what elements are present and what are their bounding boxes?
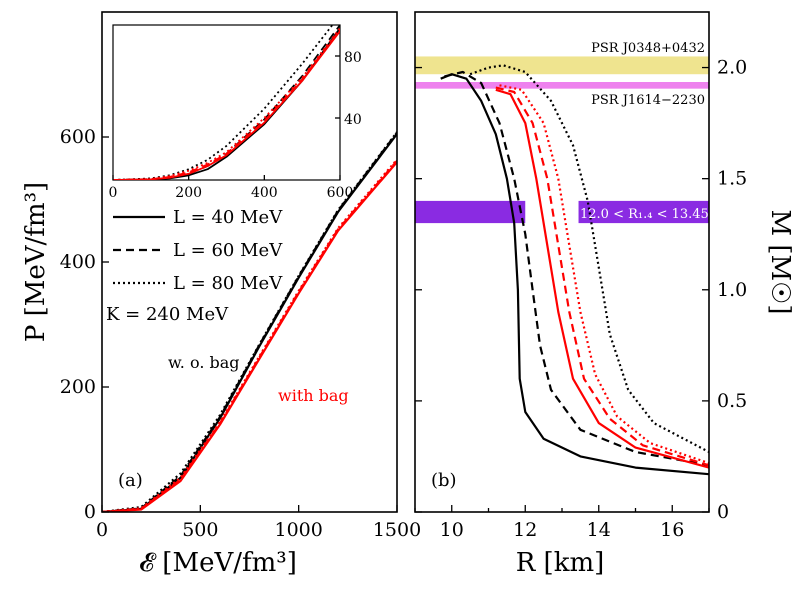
panel-a-x-tick-label-0: 0 <box>96 519 108 541</box>
panel-a-x-axis-label: 𝓔 [MeV/fm³] <box>139 548 297 578</box>
panel-b-plot-area <box>440 64 709 476</box>
panel-b-x-tick-label-3: 16 <box>660 519 684 541</box>
panel-b-y-tick-label-0: 0 <box>717 501 729 523</box>
legend-label-l60: L = 60 MeV <box>173 240 283 261</box>
panel-b-x-tick-label-2: 14 <box>587 519 611 541</box>
panel-a-y-tick-label-0: 0 <box>84 501 96 523</box>
inset-x-tick-label-2: 400 <box>251 185 278 201</box>
panel-a-series-5 <box>102 158 397 512</box>
panel-b-x-tick-label-1: 12 <box>513 519 537 541</box>
legend-label-l80: L = 80 MeV <box>173 273 283 294</box>
legend-label-l40: L = 40 MeV <box>173 207 283 228</box>
panel-b-label: (b) <box>431 470 457 491</box>
inset-y-tick-label-0: 40 <box>344 112 362 128</box>
annotation-with-bag: with bag <box>278 386 349 405</box>
panel-a-x-tick-label-3: 1500 <box>373 519 421 541</box>
panel-a-y-tick-label-2: 400 <box>60 251 96 273</box>
inset-y-tick-label-1: 80 <box>344 50 362 66</box>
panel-b: 10 12 14 16 0 0.5 1.0 1.5 2.0 PSR J0348+0432 PSR… <box>414 11 795 578</box>
panel-a: 0 500 1000 1500 0 200 400 600 0 200 400 600 40 80 L … <box>21 11 421 578</box>
panel-b-series-0 <box>440 73 709 476</box>
panel-b-bands <box>415 56 709 224</box>
inset-series-5 <box>113 27 340 180</box>
panel-a-y-tick-label-3: 600 <box>60 126 96 148</box>
panel-a-series-2 <box>102 131 397 512</box>
panel-a-x-tick-label-1: 500 <box>182 519 218 541</box>
panel-a-plot-area <box>102 131 397 512</box>
panel-b-series-3 <box>495 88 709 469</box>
panel-a-y-tick-label-1: 200 <box>60 376 96 398</box>
panel-b-y-tick-label-1: 0.5 <box>717 390 747 412</box>
k-label: K = 240 MeV <box>106 304 229 325</box>
annotation-without-bag: w. o. bag <box>168 353 240 372</box>
panel-a-x-tick-label-2: 1000 <box>274 519 322 541</box>
mass-band-1 <box>415 82 709 89</box>
inset-x-tick-label-1: 200 <box>175 185 202 201</box>
inset-x-tick-label-0: 0 <box>109 185 118 201</box>
panel-a-ticks: 0 500 1000 1500 0 200 400 600 <box>60 126 421 541</box>
radius-band-label: 12.0 < R₁.₄ < 13.45 <box>580 207 709 222</box>
inset-ticks: 0 200 400 600 40 80 <box>109 50 362 201</box>
panel-b-y-tick-label-4: 2.0 <box>717 57 747 79</box>
inset-plot-area <box>113 25 340 180</box>
panel-b-x-axis-label: R [km] <box>516 548 605 578</box>
panel-b-series-5 <box>499 84 709 465</box>
radius-band-right <box>578 200 709 224</box>
band-label-psr-j0348: PSR J0348+0432 <box>591 41 705 56</box>
panel-b-series-4 <box>495 86 709 467</box>
panel-b-y-tick-label-2: 1.0 <box>717 279 747 301</box>
panel-b-x-tick-label-0: 10 <box>440 519 464 541</box>
radius-band-left <box>415 200 526 224</box>
legend: L = 40 MeV L = 60 MeV L = 80 MeV K = 240… <box>106 207 283 325</box>
panel-a-label: (a) <box>118 470 143 491</box>
inset-series-4 <box>113 29 340 180</box>
panel-b-series-2 <box>469 64 709 453</box>
panel-b-y-tick-label-3: 1.5 <box>717 168 747 190</box>
panel-a-y-axis-label: P [MeV/fm³] <box>21 182 51 342</box>
panel-b-ticks: 10 12 14 16 0 0.5 1.0 1.5 2.0 <box>414 57 747 541</box>
band-label-psr-j1614: PSR J1614−2230 <box>591 93 705 108</box>
panel-b-y-axis-label: M [M☉] <box>765 209 795 314</box>
panel-b-series-1 <box>444 70 709 467</box>
inset-x-tick-label-3: 600 <box>327 185 354 201</box>
mass-band-0 <box>415 56 709 75</box>
